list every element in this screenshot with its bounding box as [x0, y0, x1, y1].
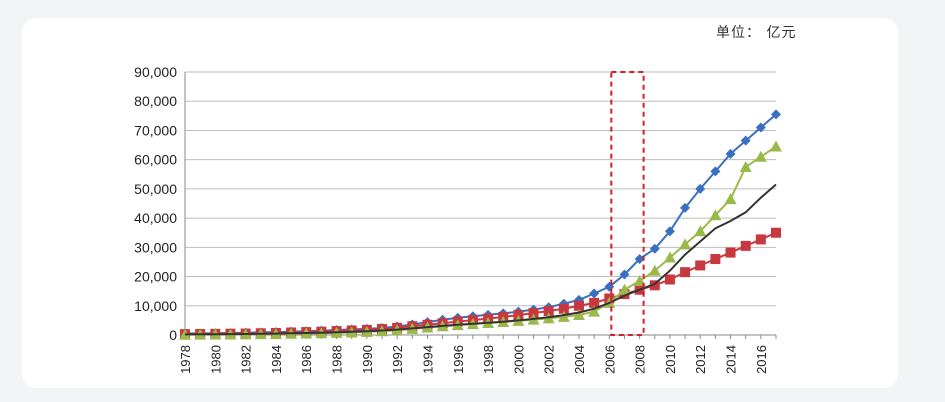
- data-point: [770, 140, 782, 152]
- data-point: [589, 288, 600, 299]
- data-point: [649, 280, 660, 291]
- data-point: [680, 267, 691, 278]
- x-tick-label: 2016: [754, 345, 769, 374]
- data-point: [695, 260, 706, 271]
- highlight-box: [610, 71, 645, 336]
- x-tick-label: 1992: [390, 345, 405, 374]
- x-tick-label: 1998: [481, 345, 496, 374]
- data-point: [679, 238, 692, 250]
- y-tick-label: 40,000: [134, 210, 177, 226]
- x-tick-label: 1986: [299, 345, 314, 374]
- data-point: [543, 306, 554, 317]
- data-point: [694, 225, 707, 237]
- grid-lines: [185, 71, 776, 336]
- x-tick-label: 1996: [451, 345, 466, 374]
- x-tick-label: 1988: [330, 345, 345, 374]
- data-point: [725, 247, 736, 258]
- x-tick-label: 1978: [178, 345, 193, 374]
- y-tick-label: 80,000: [134, 93, 177, 109]
- data-point: [739, 160, 752, 172]
- x-tick-label: 2008: [633, 345, 648, 374]
- x-tick-label: 2006: [602, 345, 617, 374]
- x-tick-label: 2002: [542, 345, 557, 374]
- data-point: [634, 254, 645, 265]
- y-tick-label: 20,000: [134, 269, 177, 285]
- x-tick-label: 1982: [239, 345, 254, 374]
- y-tick-label: 60,000: [134, 152, 177, 168]
- y-axis-ticks: 0 10,000 20,000 30,000 40,000 50,000 60,000 70,…: [134, 64, 177, 343]
- series-line: [184, 183, 777, 336]
- data-point: [710, 254, 721, 265]
- x-tick-label: 2000: [511, 345, 526, 374]
- data-point: [771, 109, 781, 120]
- y-tick-label: 10,000: [134, 298, 177, 314]
- x-tick-label: 1980: [208, 345, 223, 374]
- data-point: [680, 202, 691, 213]
- data-point: [710, 166, 721, 177]
- data-point: [709, 209, 722, 221]
- data-point: [740, 240, 751, 251]
- highlight-rect: [610, 71, 645, 336]
- data-point: [528, 308, 539, 319]
- x-tick-label: 2012: [693, 345, 708, 374]
- series-1: [180, 109, 781, 339]
- data-point: [664, 274, 675, 285]
- x-tick-label: 2010: [663, 345, 678, 374]
- y-tick-label: 0: [169, 327, 177, 343]
- y-tick-label: 30,000: [134, 239, 177, 255]
- unit-label: 单位： 亿元: [716, 25, 797, 41]
- series-group: [179, 109, 782, 340]
- data-point: [755, 234, 766, 245]
- series-4: [184, 183, 777, 336]
- data-point: [740, 135, 751, 146]
- x-axis-ticks: 1978 1980 1982 1984 1986 1988 1990 1992 1994 1996…: [178, 335, 777, 374]
- data-point: [648, 264, 661, 276]
- y-tick-label: 50,000: [134, 181, 177, 197]
- data-point: [695, 183, 706, 194]
- x-tick-label: 1984: [269, 345, 284, 374]
- data-point: [649, 243, 660, 254]
- data-point: [573, 308, 585, 320]
- y-tick-label: 90,000: [134, 64, 177, 80]
- data-point: [725, 148, 736, 159]
- series-line: [184, 113, 777, 335]
- x-tick-label: 1990: [360, 345, 375, 374]
- y-tick-label: 70,000: [134, 122, 177, 138]
- data-point: [589, 297, 600, 308]
- x-tick-label: 2004: [572, 345, 587, 374]
- data-point: [771, 227, 781, 238]
- data-point: [664, 226, 675, 237]
- series-3: [179, 140, 782, 340]
- data-point: [574, 300, 584, 311]
- data-point: [663, 251, 676, 263]
- data-point: [558, 303, 569, 314]
- data-point: [724, 193, 737, 205]
- data-point: [754, 150, 767, 162]
- series-line: [184, 145, 777, 336]
- data-point: [619, 269, 630, 280]
- data-point: [588, 305, 601, 317]
- data-point: [557, 310, 570, 322]
- x-tick-label: 2014: [724, 345, 739, 374]
- data-point: [618, 283, 631, 295]
- data-point: [755, 122, 766, 133]
- x-tick-label: 1994: [420, 345, 435, 374]
